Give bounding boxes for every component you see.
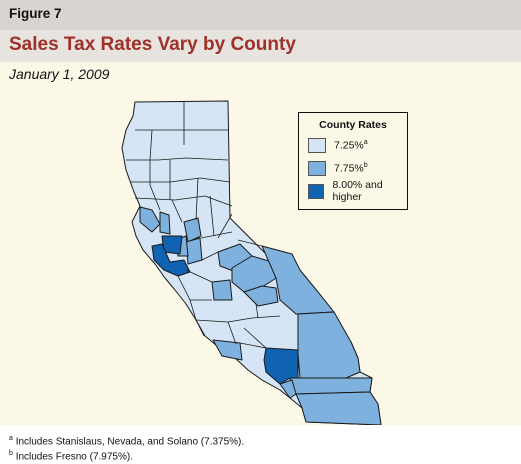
- county-san-diego: [295, 391, 382, 425]
- footnote-text-b: Includes Fresno (7.975%).: [15, 451, 133, 463]
- footnote-b: b Includes Fresno (7.975%).: [9, 448, 244, 463]
- legend-swatch-light: [308, 137, 326, 153]
- footnote-a: a Includes Stanislaus, Nevada, and Solan…: [9, 433, 244, 448]
- legend-item-7-25: 7.25%a: [308, 137, 368, 153]
- figure-label: Figure 7: [9, 6, 62, 21]
- legend-label-7-25: 7.25%: [334, 139, 364, 152]
- legend-label-8-00: 8.00% and higher: [332, 179, 383, 203]
- legend-swatch-medium: [308, 160, 326, 176]
- footnotes: a Includes Stanislaus, Nevada, and Solan…: [9, 433, 244, 464]
- legend-label-7-75: 7.75%: [334, 162, 364, 175]
- county-san-joaquin: [185, 237, 203, 265]
- county-tulare: [243, 285, 279, 307]
- county-riverside: [289, 377, 373, 395]
- legend-item-8-00: 8.00% and higher: [308, 179, 407, 203]
- figure-title: Sales Tax Rates Vary by County: [9, 34, 296, 55]
- legend-note-a: a: [363, 138, 368, 146]
- footnote-mark-a: a: [9, 435, 13, 442]
- legend-title: County Rates: [319, 119, 387, 131]
- county-santa-barbara: [212, 339, 243, 361]
- date-label: January 1, 2009: [9, 66, 110, 82]
- legend-note-b: b: [363, 161, 368, 169]
- figure-header-band: [0, 0, 521, 30]
- title-band: [0, 30, 521, 62]
- legend-swatch-dark: [308, 183, 325, 199]
- county-sonoma: [139, 206, 161, 233]
- county-kings: [211, 279, 233, 301]
- legend-item-7-75: 7.75%b: [308, 160, 368, 176]
- county-san-bernardino: [297, 311, 361, 379]
- county-los-angeles: [263, 347, 299, 385]
- county-orange: [279, 379, 297, 399]
- map-legend: County Rates 7.25%a 7.75%b 8.00% and hig…: [298, 112, 408, 210]
- county-napa: [159, 211, 171, 235]
- county-sacramento: [183, 217, 202, 243]
- footnote-text-a: Includes Stanislaus, Nevada, and Solano …: [15, 436, 245, 448]
- county-fresno: [231, 255, 277, 293]
- footnote-mark-b: b: [9, 450, 13, 458]
- california-county-map: [121, 100, 382, 425]
